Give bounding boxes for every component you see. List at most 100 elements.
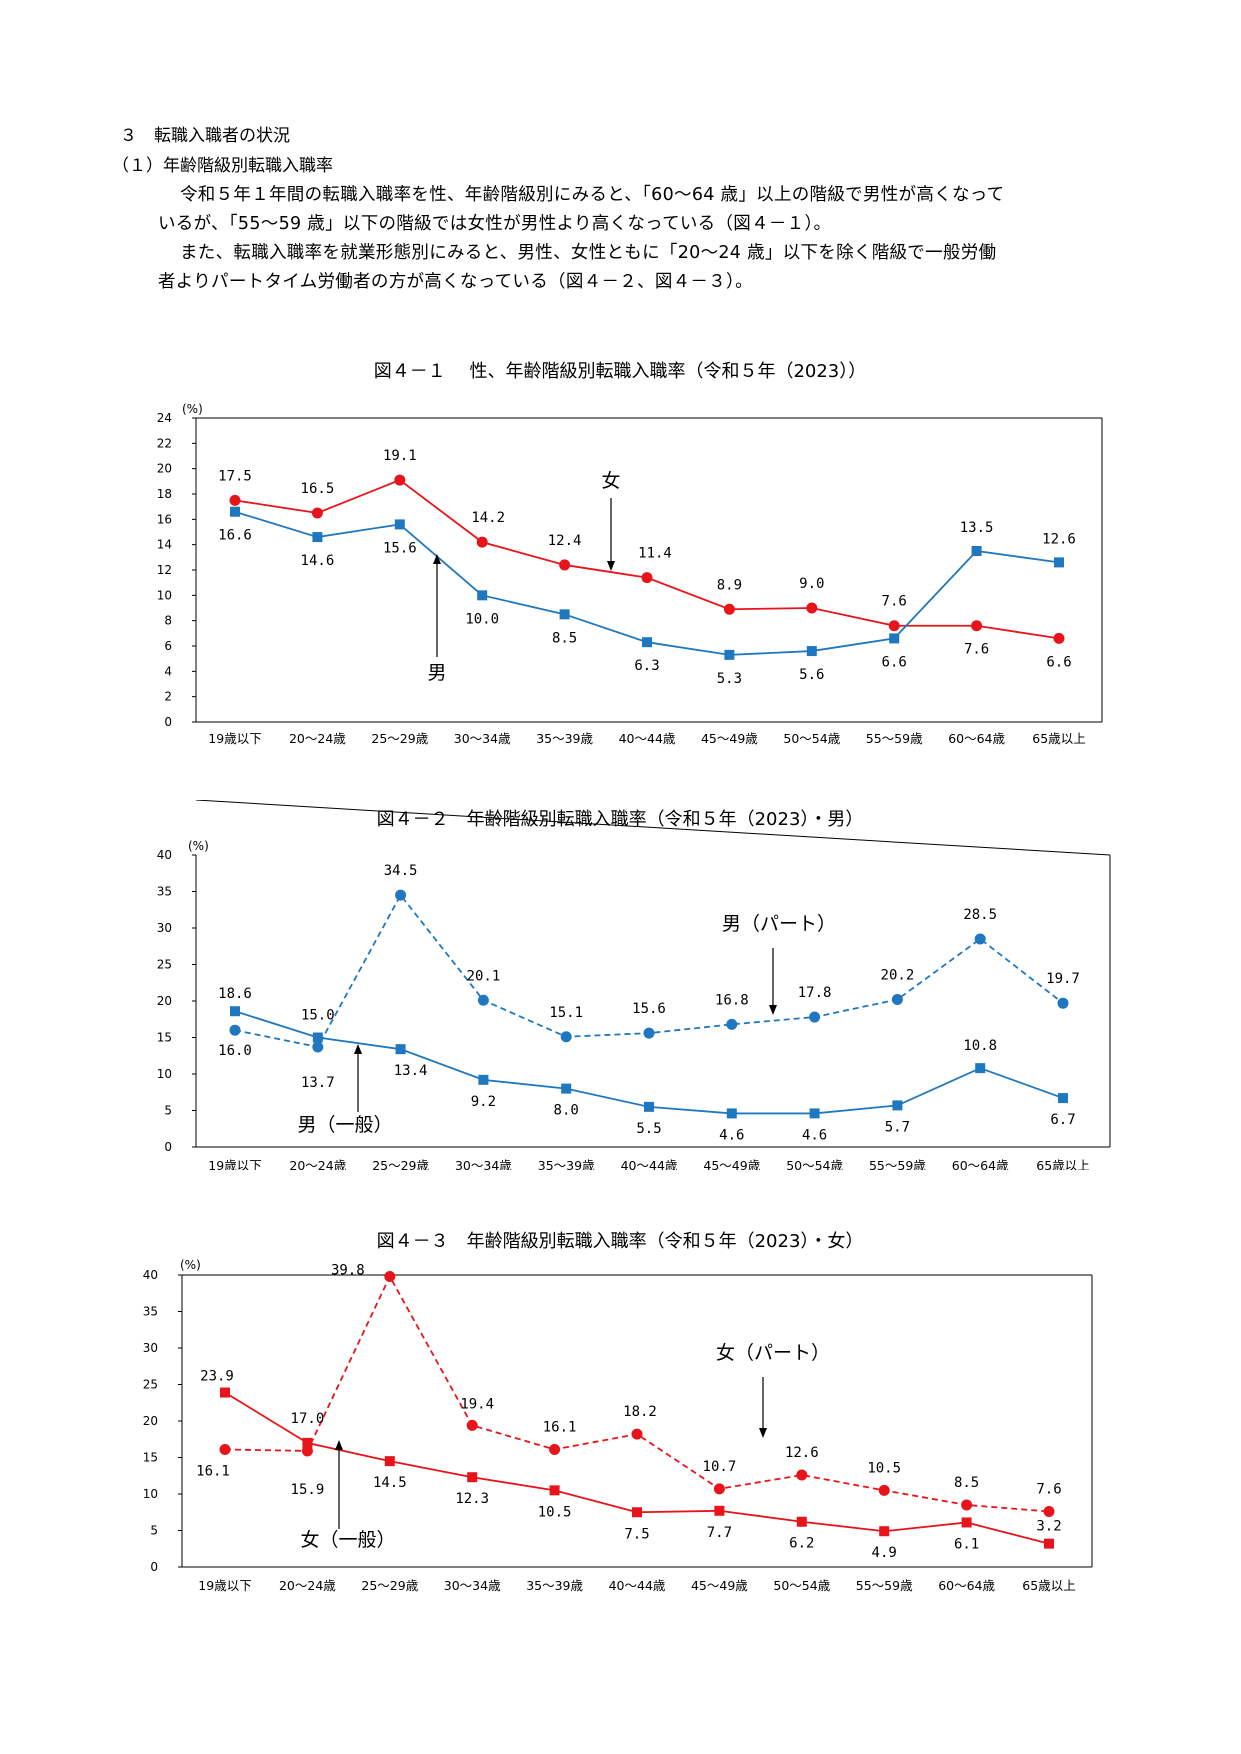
annotation-female: 女 — [601, 470, 620, 492]
data-label: 8.0 — [554, 1103, 579, 1119]
x-tick-label: 20～24歳 — [289, 731, 346, 745]
data-point — [312, 1041, 324, 1053]
data-label: 8.5 — [552, 630, 577, 646]
data-label: 15.9 — [291, 1482, 325, 1498]
paragraph-line-3: また、転職入職率を就業形態別にみると、男性、女性ともに「20～24 歳」以下を除… — [180, 243, 997, 263]
x-tick-label: 19歳以下 — [208, 1158, 261, 1170]
data-label: 4.9 — [872, 1545, 897, 1561]
data-point — [302, 1437, 313, 1448]
data-point — [478, 1074, 489, 1085]
chart-4-2: 図４－２ 年齢階級別転職入職率（令和５年（2023）・男） (%) 0 5 10 15… — [157, 800, 1111, 1170]
data-point — [961, 1499, 973, 1511]
x-tick-label: 20～24歳 — [279, 1578, 336, 1592]
y-tick-label: 18 — [157, 487, 172, 501]
x-tick-label: 25～29歳 — [371, 731, 428, 745]
y-tick-label: 22 — [157, 436, 172, 450]
data-label: 20.2 — [881, 968, 915, 984]
annotation-male-arrowhead — [433, 554, 441, 564]
x-tick-label: 25～29歳 — [361, 1578, 418, 1592]
x-tick-label: 60～64歳 — [952, 1158, 1009, 1170]
data-point — [301, 1445, 313, 1457]
data-point — [311, 507, 323, 519]
y-tick-label: 5 — [164, 1104, 172, 1118]
data-label: 6.6 — [1046, 654, 1071, 670]
y-tick-label: 16 — [157, 512, 172, 526]
data-point — [723, 603, 735, 615]
data-label: 17.5 — [218, 468, 252, 484]
data-label: 10.8 — [963, 1038, 997, 1054]
x-tick-label: 19歳以下 — [208, 731, 261, 745]
y-tick-label: 14 — [157, 538, 172, 552]
data-point — [724, 649, 735, 660]
data-point — [312, 532, 323, 543]
data-point — [642, 637, 652, 648]
data-point — [229, 1024, 241, 1036]
data-label: 11.4 — [638, 546, 672, 562]
paragraph-line-4: 者よりパートタイム労働者の方が高くなっている（図４－２、図４－３）。 — [158, 272, 753, 292]
x-tick-label: 35～39歳 — [538, 1158, 595, 1170]
data-label: 6.2 — [789, 1536, 814, 1552]
data-label: 18.2 — [623, 1404, 657, 1420]
series-line — [234, 1010, 1064, 1115]
chart-4-1: 図４－１ 性、年齢階級別転職入職率（令和５年（2023）） (%) 024681… — [157, 361, 1103, 745]
data-point — [395, 1044, 406, 1055]
annotation-part: 男（パート） — [722, 913, 836, 935]
data-point — [1057, 997, 1069, 1009]
data-point — [559, 559, 571, 571]
data-point — [806, 602, 818, 614]
y-axis-unit: (%) — [180, 1258, 201, 1272]
data-label: 12.6 — [785, 1445, 819, 1461]
y-tick-label: 8 — [164, 614, 172, 628]
data-label: 18.6 — [218, 986, 252, 1002]
annotation-male: 男 — [427, 662, 446, 684]
y-tick-label: 5 — [150, 1524, 158, 1538]
data-point — [559, 609, 570, 620]
annotation-female-arrowhead — [607, 561, 615, 571]
data-label: 7.5 — [624, 1526, 649, 1542]
data-label: 17.8 — [798, 985, 832, 1001]
data-label: 23.9 — [200, 1369, 234, 1385]
y-tick-label: 40 — [143, 1268, 158, 1282]
data-label: 12.6 — [1042, 531, 1076, 547]
data-point — [549, 1485, 560, 1496]
x-tick-label: 20～24歳 — [289, 1158, 346, 1170]
data-label: 9.0 — [799, 576, 824, 592]
y-axis-unit: (%) — [188, 839, 209, 853]
section-heading: ３ 転職入職者の状況 — [120, 126, 290, 146]
data-label: 19.4 — [460, 1396, 494, 1412]
data-label: 16.1 — [543, 1419, 577, 1435]
y-tick-label: 15 — [157, 1031, 172, 1045]
x-tick-label: 45～49歳 — [703, 1158, 760, 1170]
data-label: 4.6 — [802, 1127, 827, 1143]
data-point — [891, 994, 903, 1006]
chart-title: 図４－２ 年齢階級別転職入職率（令和５年（2023）・男） — [377, 809, 864, 830]
data-point — [631, 1428, 643, 1440]
data-label: 15.6 — [632, 1001, 666, 1017]
data-label: 8.9 — [717, 577, 742, 593]
data-point — [477, 590, 488, 601]
y-axis-unit: (%) — [182, 402, 203, 416]
x-tick-label: 65歳以上 — [1032, 731, 1085, 745]
section-subheading: （１）年齢階級別転職入職率 — [112, 156, 333, 176]
y-tick-label: 24 — [157, 411, 172, 425]
data-point — [394, 474, 406, 486]
data-label: 20.1 — [467, 968, 501, 984]
data-point — [230, 506, 240, 517]
y-tick-label: 12 — [157, 563, 172, 577]
data-label: 19.7 — [1046, 971, 1080, 987]
data-label: 10.5 — [538, 1504, 572, 1520]
data-point — [809, 1108, 820, 1119]
data-label: 7.6 — [964, 642, 989, 658]
data-point — [477, 994, 489, 1006]
annotation-part-arrowhead — [759, 1428, 767, 1438]
data-point — [889, 633, 900, 644]
data-point — [1058, 1093, 1068, 1104]
data-point — [312, 1032, 323, 1043]
y-tick-label: 10 — [157, 1067, 172, 1081]
data-point — [632, 1507, 642, 1518]
annotation-general-arrowhead — [335, 1440, 343, 1450]
data-label: 14.6 — [301, 553, 335, 569]
data-label: 6.1 — [954, 1536, 979, 1552]
data-point — [971, 546, 982, 556]
data-label: 7.6 — [882, 594, 907, 610]
